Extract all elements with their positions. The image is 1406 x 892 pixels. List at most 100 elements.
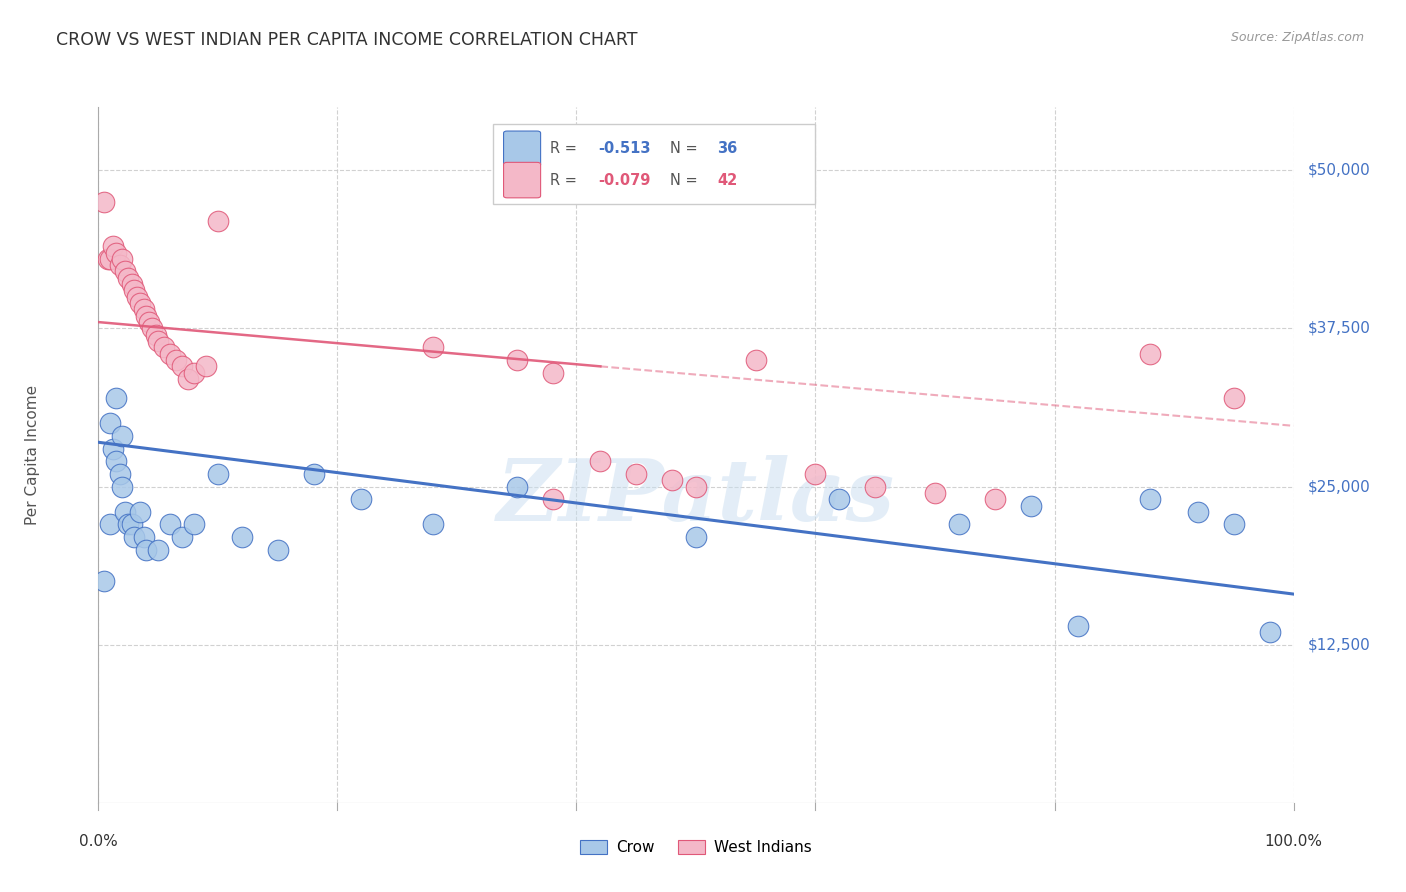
Point: [183, 366, 205, 380]
Text: R =: R =: [550, 141, 582, 156]
Point: [159, 517, 181, 532]
Text: CROW VS WEST INDIAN PER CAPITA INCOME CORRELATION CHART: CROW VS WEST INDIAN PER CAPITA INCOME CO…: [56, 31, 638, 49]
Point: [804, 467, 827, 481]
Point: [661, 473, 683, 487]
Point: [506, 479, 529, 493]
Point: [145, 327, 167, 342]
Point: [135, 309, 157, 323]
Point: [177, 372, 200, 386]
Text: 36: 36: [717, 141, 738, 156]
Text: $25,000: $25,000: [1308, 479, 1371, 494]
Point: [624, 467, 647, 481]
Point: [172, 359, 194, 374]
Point: [101, 442, 124, 456]
FancyBboxPatch shape: [494, 124, 815, 204]
Point: [132, 302, 155, 317]
Point: [129, 505, 152, 519]
Point: [589, 454, 612, 468]
Point: [1222, 391, 1246, 405]
Point: [207, 467, 229, 481]
Point: [350, 492, 373, 507]
Point: [685, 530, 707, 544]
Point: [983, 492, 1005, 507]
Point: [541, 492, 564, 507]
Text: ZIPatlas: ZIPatlas: [496, 455, 896, 539]
Point: [745, 353, 768, 368]
Point: [98, 252, 122, 266]
Point: [1019, 499, 1042, 513]
Point: [1067, 618, 1090, 632]
Point: [1258, 625, 1281, 640]
Point: [98, 517, 122, 532]
Point: [1139, 347, 1161, 361]
Point: [124, 284, 146, 298]
Point: [506, 353, 529, 368]
Point: [924, 486, 946, 500]
Point: [129, 296, 152, 310]
Point: [108, 467, 131, 481]
Text: $37,500: $37,500: [1308, 321, 1371, 336]
Point: [93, 194, 115, 209]
Text: Per Capita Income: Per Capita Income: [25, 384, 41, 525]
Point: [101, 239, 124, 253]
Point: [114, 264, 136, 278]
Point: [111, 252, 134, 266]
Legend: Crow, West Indians: Crow, West Indians: [574, 834, 818, 862]
Text: $50,000: $50,000: [1308, 163, 1371, 178]
Point: [148, 334, 170, 348]
Text: 42: 42: [717, 172, 738, 187]
Point: [124, 530, 146, 544]
Point: [125, 290, 148, 304]
Point: [148, 542, 170, 557]
Point: [121, 277, 143, 292]
Point: [1222, 517, 1246, 532]
Point: [98, 417, 122, 431]
Point: [231, 530, 253, 544]
Text: 0.0%: 0.0%: [79, 834, 118, 849]
Text: N =: N =: [669, 141, 702, 156]
FancyBboxPatch shape: [503, 162, 540, 198]
Point: [105, 391, 128, 405]
Point: [422, 340, 444, 354]
Point: [111, 429, 134, 443]
Point: [1139, 492, 1161, 507]
Point: [194, 359, 217, 374]
Point: [172, 530, 194, 544]
Point: [828, 492, 851, 507]
Point: [863, 479, 886, 493]
FancyBboxPatch shape: [503, 131, 540, 167]
Point: [685, 479, 707, 493]
Point: [183, 517, 205, 532]
Point: [105, 454, 128, 468]
Point: [117, 270, 139, 285]
Point: [267, 542, 290, 557]
Point: [114, 505, 136, 519]
Point: [165, 353, 187, 368]
Point: [302, 467, 325, 481]
Point: [541, 366, 564, 380]
Point: [422, 517, 444, 532]
Point: [159, 347, 181, 361]
Point: [132, 530, 155, 544]
Point: [93, 574, 115, 589]
Point: [207, 214, 229, 228]
Point: [121, 517, 143, 532]
Point: [108, 258, 131, 272]
Point: [948, 517, 970, 532]
Text: 100.0%: 100.0%: [1264, 834, 1323, 849]
Point: [105, 245, 128, 260]
Text: $12,500: $12,500: [1308, 637, 1371, 652]
Point: [138, 315, 160, 329]
Point: [135, 542, 157, 557]
Text: N =: N =: [669, 172, 702, 187]
Text: -0.513: -0.513: [598, 141, 651, 156]
Point: [141, 321, 163, 335]
Point: [1187, 505, 1209, 519]
Point: [97, 252, 120, 266]
Point: [117, 517, 139, 532]
Point: [153, 340, 176, 354]
Point: [111, 479, 134, 493]
Text: -0.079: -0.079: [598, 172, 651, 187]
Text: R =: R =: [550, 172, 582, 187]
Text: Source: ZipAtlas.com: Source: ZipAtlas.com: [1230, 31, 1364, 45]
